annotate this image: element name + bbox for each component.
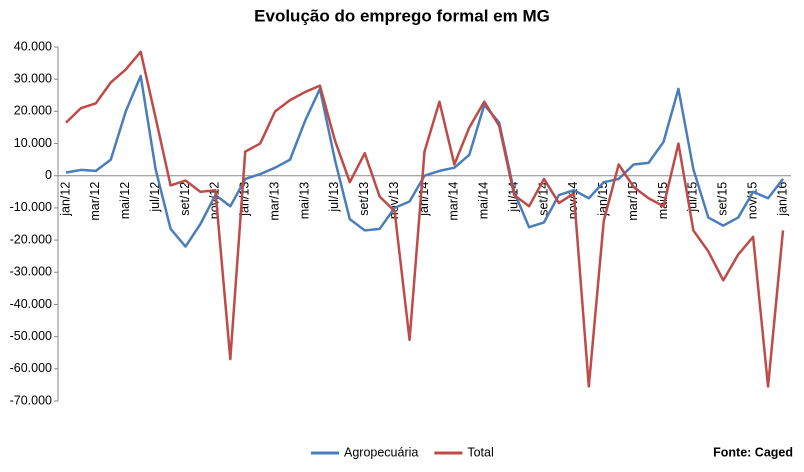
x-tick-label: mai/14 [477, 182, 491, 220]
x-tick-label: nov/12 [208, 182, 222, 220]
y-tick-label: 40.000 [14, 39, 52, 53]
x-tick-label: mar/13 [267, 182, 281, 221]
x-tick-label: jul/13 [327, 182, 341, 213]
x-tick-label: set/13 [357, 182, 371, 216]
x-tick-label: jan/12 [58, 182, 72, 217]
x-tick-label: set/15 [716, 182, 730, 216]
y-tick-label: -60.000 [10, 361, 52, 375]
x-tick-label: mar/14 [447, 182, 461, 221]
x-tick-label: mai/12 [118, 182, 132, 220]
series-line [65, 74, 784, 248]
legend-label: Total [467, 445, 493, 459]
y-tick-label: 0 [45, 168, 52, 182]
series-line [65, 50, 785, 388]
x-tick-label: set/14 [536, 182, 550, 216]
x-tick-label: jul/14 [506, 182, 520, 213]
y-tick-label: -70.000 [10, 393, 52, 407]
x-tick-label: mar/15 [626, 182, 640, 221]
y-tick-label: -20.000 [10, 232, 52, 246]
x-tick-label: jul/12 [148, 182, 162, 213]
y-tick-label: 10.000 [14, 136, 52, 150]
x-tick-label: mar/12 [88, 182, 102, 221]
x-tick-label: set/12 [178, 182, 192, 216]
y-tick-label: -30.000 [10, 265, 52, 279]
x-tick-label: nov/13 [387, 182, 401, 220]
y-tick-label: -10.000 [10, 200, 52, 214]
x-tick-label: nov/15 [745, 182, 759, 220]
y-tick-label: 30.000 [14, 71, 52, 85]
x-tick-label: jan/16 [775, 182, 789, 217]
y-tick-label: -50.000 [10, 329, 52, 343]
x-tick-label: mai/13 [297, 182, 311, 220]
source-note: Fonte: Caged [713, 445, 793, 459]
y-tick-label: -40.000 [10, 297, 52, 311]
legend-label: Agropecuária [344, 445, 418, 459]
y-tick-label: 20.000 [14, 104, 52, 118]
chart-title: Evolução do emprego formal em MG [254, 6, 550, 25]
